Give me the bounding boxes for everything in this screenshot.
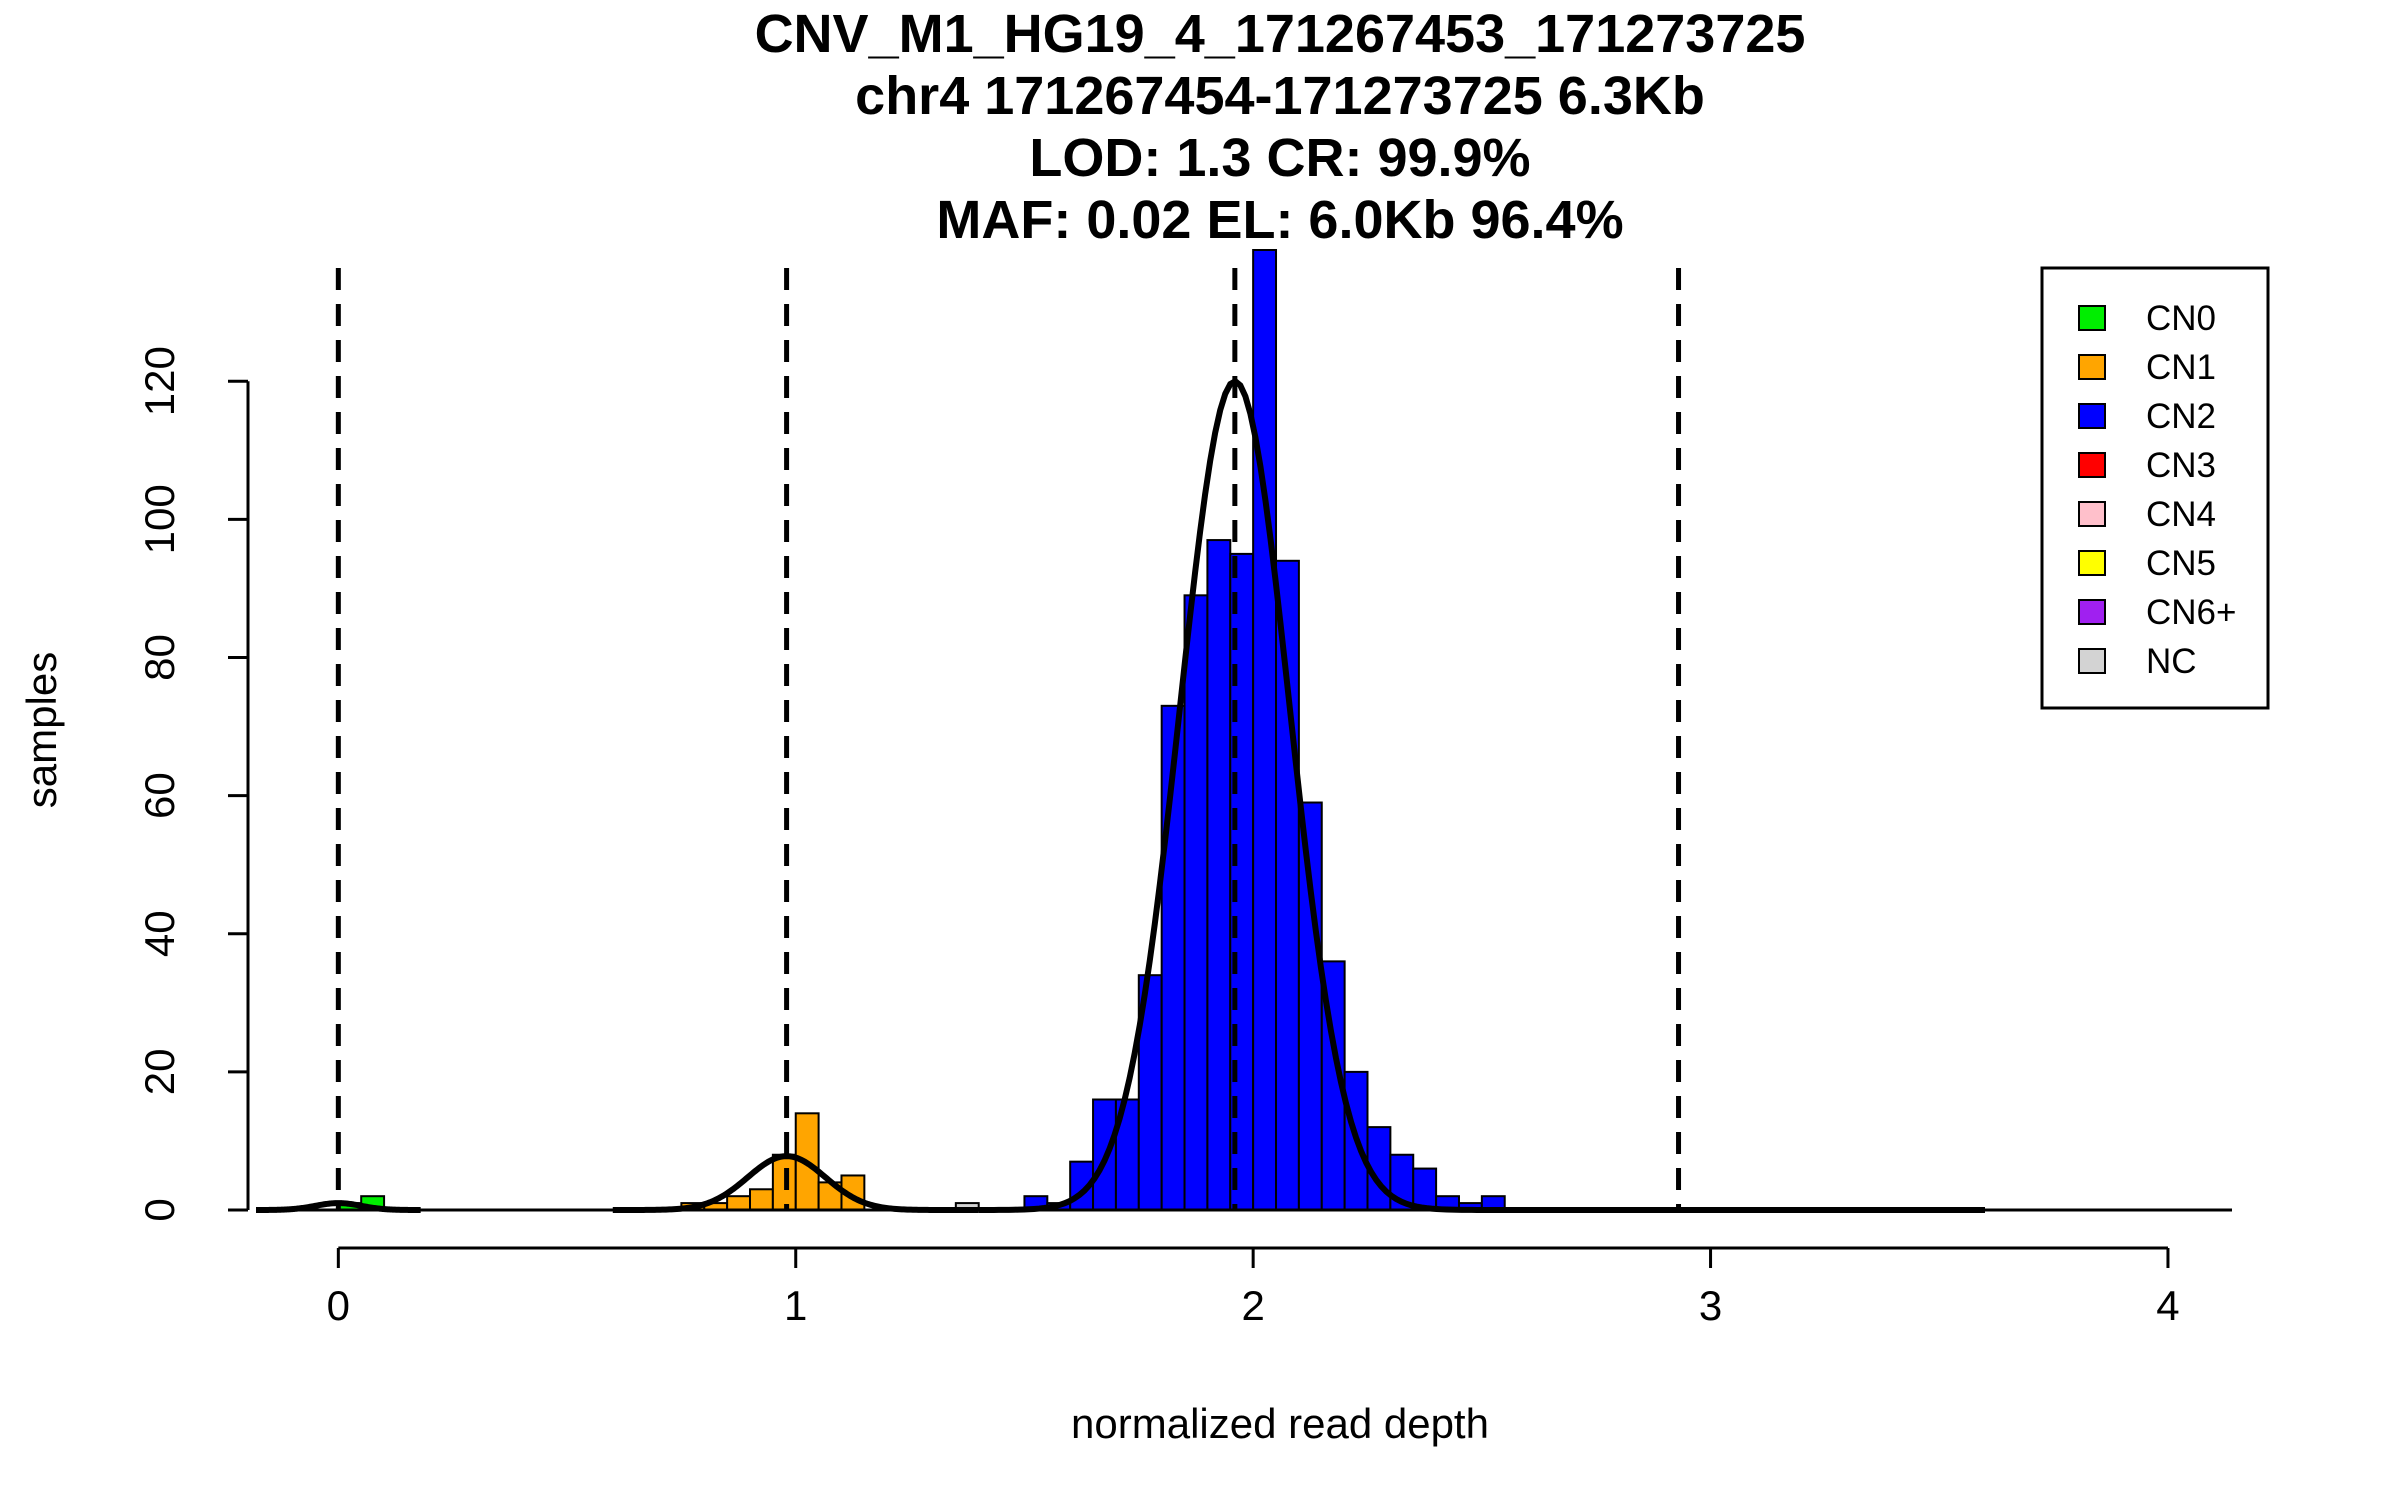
- cn-threshold-lines: [335, 268, 1682, 1210]
- chart-title: CNV_M1_HG19_4_171267453_171273725 chr4 1…: [755, 4, 1806, 250]
- y-tick-label-2: 40: [136, 910, 183, 957]
- histogram-bar-cn2-19: [1206, 539, 1232, 1211]
- legend: CN0 CN1 CN2 CN3 CN4 CN5 CN6+ NC: [2040, 266, 2270, 710]
- legend-label-6: CN6+: [2146, 593, 2236, 632]
- histogram-bar-cn2-22: [1275, 559, 1300, 1211]
- histogram-bar-cn2-21: [1252, 249, 1278, 1211]
- legend-swatch-7: [2078, 648, 2106, 674]
- x-axis-label: normalized read depth: [1071, 1400, 1489, 1447]
- x-tick-label-1: 1: [784, 1282, 807, 1329]
- legend-swatch-1: [2078, 354, 2106, 380]
- histogram-bars: [337, 249, 1506, 1212]
- x-tick-label-0: 0: [327, 1282, 350, 1329]
- y-tick-label-0: 0: [136, 1198, 183, 1221]
- legend-label-3: CN3: [2146, 446, 2216, 485]
- x-tick-label-4: 4: [2156, 1282, 2179, 1329]
- histogram-bar-cn1-4: [726, 1195, 752, 1211]
- legend-swatch-3: [2078, 452, 2106, 478]
- title-line-1: CNV_M1_HG19_4_171267453_171273725: [755, 4, 1806, 64]
- title-line-2: chr4 171267454-171273725 6.3Kb: [855, 66, 1705, 126]
- y-tick-label-3: 60: [136, 772, 183, 819]
- legend-label-0: CN0: [2146, 299, 2216, 338]
- legend-label-2: CN2: [2146, 397, 2216, 436]
- legend-label-5: CN5: [2146, 544, 2216, 583]
- x-tick-label-2: 2: [1241, 1282, 1264, 1329]
- x-tick-label-3: 3: [1699, 1282, 1722, 1329]
- legend-box: [2040, 266, 2270, 710]
- title-line-4: MAF: 0.02 EL: 6.0Kb 96.4%: [936, 190, 1623, 250]
- y-tick-label-4: 80: [136, 634, 183, 681]
- legend-swatch-0: [2078, 305, 2106, 331]
- y-axis-label: samples: [18, 652, 65, 808]
- legend-label-7: NC: [2146, 642, 2197, 681]
- density-curves: [256, 377, 1985, 1213]
- legend-label-4: CN4: [2146, 495, 2216, 534]
- legend-label-1: CN1: [2146, 348, 2216, 387]
- y-tick-label-1: 20: [136, 1049, 183, 1096]
- legend-swatch-4: [2078, 501, 2106, 527]
- legend-swatch-2: [2078, 403, 2106, 429]
- y-tick-label-6: 120: [136, 346, 183, 416]
- legend-swatch-6: [2078, 599, 2106, 625]
- title-line-3: LOD: 1.3 CR: 99.9%: [1029, 128, 1530, 188]
- legend-swatch-5: [2078, 550, 2106, 576]
- histogram-bar-cn1-5: [749, 1188, 774, 1211]
- histogram-bar-cn2-18: [1183, 594, 1209, 1211]
- y-tick-label-5: 100: [136, 484, 183, 554]
- density-curve-2: [978, 377, 1985, 1213]
